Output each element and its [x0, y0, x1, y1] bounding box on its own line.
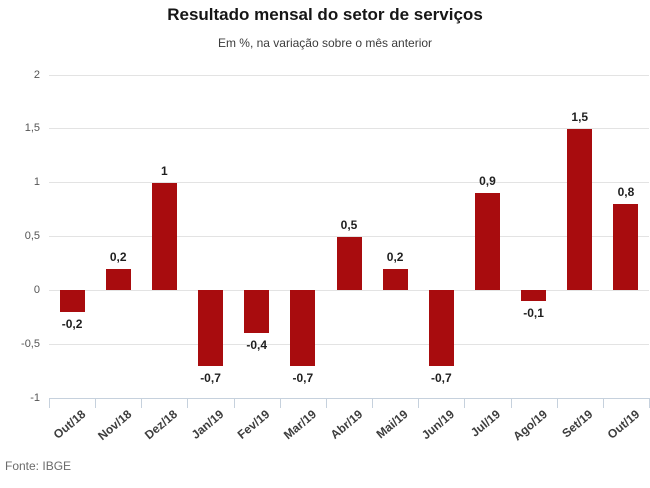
x-axis-category-label: Jul/19 [468, 407, 504, 440]
y-axis-tick-label: 2 [33, 68, 40, 81]
x-axis-category-label: Ago/19 [509, 407, 550, 444]
x-axis-tick [372, 398, 374, 408]
x-axis-tick [95, 398, 97, 408]
bar-value-label: -0,7 [200, 370, 221, 385]
x-axis-tick [556, 398, 558, 408]
bar [244, 290, 270, 334]
bar-value-label: 1,5 [571, 109, 589, 124]
bar [198, 290, 224, 366]
x-axis-tick [141, 398, 143, 408]
bar [59, 290, 85, 312]
x-axis-category-label: Set/19 [559, 407, 596, 441]
x-axis-category-label: Dez/18 [142, 407, 181, 443]
x-axis-category-label: Mai/19 [374, 407, 412, 442]
y-gridline [49, 128, 649, 130]
x-axis-category-label: Fev/19 [235, 407, 273, 442]
y-gridline [49, 182, 649, 184]
x-axis-tick [418, 398, 420, 408]
bar [613, 204, 639, 291]
x-axis-tick [602, 398, 604, 408]
y-gridline [49, 343, 649, 345]
bar [382, 268, 408, 291]
x-axis-line [49, 398, 650, 399]
bar [521, 290, 547, 302]
bar-value-label: 0,2 [109, 249, 127, 264]
x-axis-tick [510, 398, 512, 408]
bar-value-label: -0,2 [61, 316, 83, 331]
x-axis-tick [49, 398, 50, 408]
source-note: Fonte: IBGE [5, 459, 72, 473]
chart-subtitle: Em %, na variação sobre o mês anterior [217, 36, 433, 50]
y-axis-tick-label: 0 [33, 283, 40, 296]
bar [151, 182, 177, 291]
y-axis-tick-label: 1 [33, 176, 40, 189]
bar-value-label: 0,2 [386, 249, 404, 264]
x-axis-category-label: Abr/19 [327, 407, 365, 442]
bar-value-label: -0,7 [292, 370, 314, 385]
x-axis-tick [233, 398, 235, 408]
bar-value-label: -0,7 [430, 370, 452, 385]
x-axis-tick [279, 398, 281, 408]
y-axis-tick-label: 0,5 [24, 230, 40, 242]
x-axis-tick [187, 398, 189, 408]
y-gridline [49, 74, 649, 76]
bar-value-label: -0,1 [523, 306, 544, 321]
bar-value-label: 0,5 [340, 217, 358, 232]
x-axis-category-label: Jan/19 [188, 407, 227, 442]
x-axis-category-label: Mar/19 [280, 407, 319, 443]
bar-value-label: -0,4 [246, 338, 268, 353]
x-axis-tick [325, 398, 327, 408]
bar [105, 268, 131, 291]
x-axis-category-label: Jun/19 [419, 407, 458, 443]
bar [290, 290, 316, 366]
bar-value-label: 1 [161, 163, 168, 178]
x-axis-category-label: Out/18 [50, 407, 89, 442]
bar [336, 236, 362, 291]
x-axis-category-label: Out/19 [604, 407, 642, 442]
x-axis-tick [464, 398, 466, 408]
bar [567, 128, 593, 291]
bar-value-label: 0,8 [617, 185, 635, 200]
y-axis-tick-label: -1 [30, 391, 40, 404]
y-axis-tick-label: -0,5 [21, 337, 40, 350]
bar-value-label: 0,9 [479, 174, 496, 189]
bar [428, 290, 454, 366]
chart-title: Resultado mensal do setor de serviços [167, 5, 483, 24]
y-gridline [49, 289, 649, 291]
y-axis-tick-label: 1,5 [24, 122, 40, 135]
x-axis-category-label: Nov/18 [95, 407, 135, 444]
bar [474, 193, 500, 291]
